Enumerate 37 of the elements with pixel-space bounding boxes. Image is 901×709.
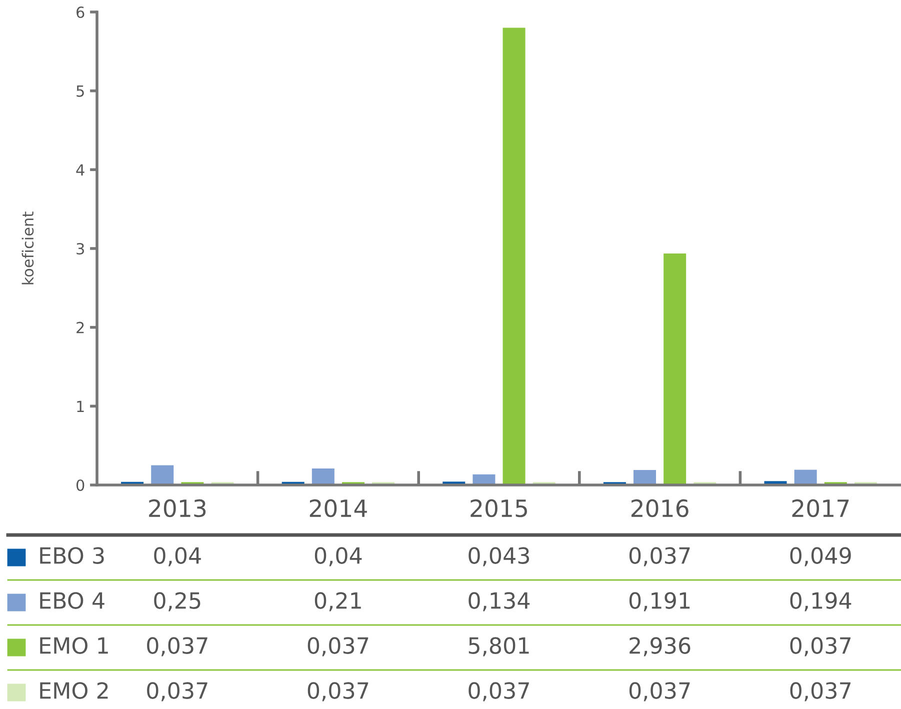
data-label: 0,134 — [468, 592, 530, 612]
legend-label: EMO 2 — [40, 682, 108, 699]
data-label: 0,04 — [314, 547, 362, 566]
x-tick-label: 2013 — [149, 499, 206, 518]
data-label: 0,037 — [308, 682, 368, 702]
y-tick-label: 0 — [76, 479, 84, 492]
data-label: 0,037 — [147, 637, 208, 656]
data-label: 0,21 — [314, 592, 361, 612]
data-label: 0,037 — [147, 682, 208, 702]
x-tick-label: 2015 — [470, 499, 527, 518]
data-label: 0,037 — [629, 547, 690, 566]
y-tick-label: 1 — [77, 400, 84, 412]
y-tick-label: 2 — [76, 322, 84, 334]
data-label: 0,037 — [308, 637, 368, 656]
data-label: 5,801 — [468, 637, 529, 656]
y-tick-label: 6 — [76, 6, 84, 18]
data-label: 0,25 — [154, 592, 200, 612]
legend-label: EBO 3 — [40, 547, 104, 564]
data-label: 0,037 — [790, 682, 851, 702]
data-label: 0,194 — [790, 592, 852, 612]
data-label: 0,04 — [154, 547, 201, 566]
data-label: 0,037 — [629, 682, 690, 702]
y-tick-label: 5 — [76, 86, 84, 97]
y-tick-label: 4 — [76, 164, 84, 176]
data-label: 0,037 — [790, 637, 851, 656]
data-label: 2,936 — [630, 637, 690, 656]
x-tick-label: 2016 — [631, 499, 688, 518]
data-label: 0,043 — [468, 547, 530, 566]
y-axis-title: koeficient — [22, 212, 34, 284]
x-tick-label: 2017 — [792, 499, 849, 518]
legend-label: EMO 1 — [40, 637, 108, 654]
x-tick-label: 2014 — [310, 499, 367, 518]
data-label: 0,037 — [468, 682, 529, 702]
legend-label: EBO 4 — [40, 592, 104, 609]
y-tick-label: 3 — [76, 242, 84, 255]
data-label: 0,191 — [629, 592, 690, 612]
data-label: 0,049 — [790, 547, 851, 566]
